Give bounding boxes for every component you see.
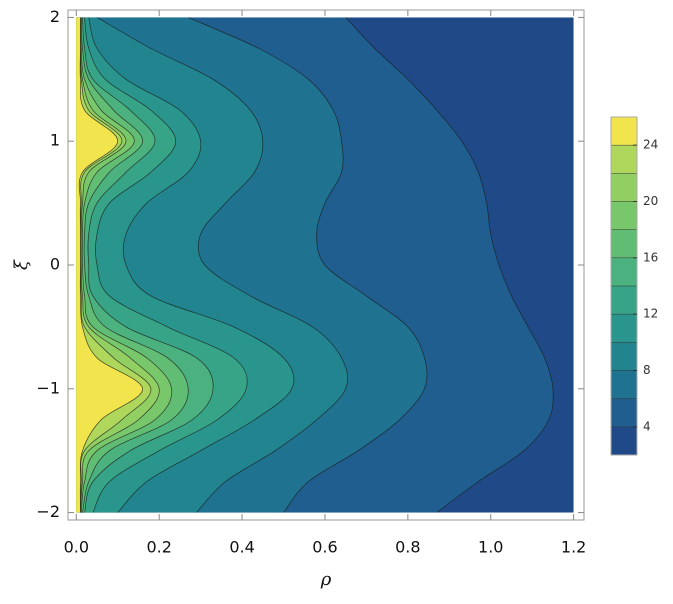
y-tick-label: 0 [50, 255, 60, 274]
contour-line [345, 17, 554, 513]
colorbar-tick-label: 12 [643, 307, 658, 321]
colorbar-tick-label: 4 [643, 419, 651, 433]
x-tick-label: 1.2 [561, 538, 586, 557]
colorbar-tick-label: 20 [643, 194, 658, 208]
x-tick-label: 0.0 [64, 538, 89, 557]
y-tick-label: 1 [50, 131, 60, 150]
colorbar-band [611, 286, 637, 315]
colorbar-band [611, 398, 637, 427]
contour-line [88, 17, 295, 513]
contour-line [80, 17, 173, 513]
colorbar-tick-label: 16 [643, 250, 658, 264]
contour-line [96, 17, 349, 513]
colorbar-band [611, 117, 637, 146]
x-tick-label: 1.0 [478, 538, 503, 557]
colorbar-band [611, 257, 637, 286]
colorbar-band [611, 145, 637, 174]
x-axis-label: ρ [320, 569, 332, 590]
x-tick-label: 0.8 [395, 538, 420, 557]
contour-line [84, 17, 248, 513]
colorbar-tick-label: 8 [643, 363, 651, 377]
colorbar-band [611, 370, 637, 399]
contour-line [79, 17, 160, 513]
contour-line [82, 17, 214, 513]
x-tick-label: 0.2 [146, 538, 171, 557]
x-tick-label: 0.4 [229, 538, 254, 557]
y-tick-label: 2 [50, 7, 60, 26]
y-tick-label: −2 [36, 502, 60, 521]
colorbar-band [611, 173, 637, 202]
contour-band [76, 17, 143, 513]
colorbar-band [611, 201, 637, 230]
y-axis-label: ξ [11, 259, 32, 270]
colorbar-band [611, 229, 637, 258]
contour-line [188, 17, 428, 513]
colorbar-tick-label: 24 [643, 138, 658, 152]
colorbar-frame [610, 116, 638, 456]
contour-line [80, 17, 189, 513]
plot-area [76, 17, 574, 513]
colorbar-band [611, 342, 637, 371]
y-tick-label: −1 [36, 378, 60, 397]
x-tick-label: 0.6 [312, 538, 337, 557]
colorbar-band [611, 314, 637, 343]
colorbar-band [611, 426, 637, 455]
contour-line [78, 17, 143, 513]
